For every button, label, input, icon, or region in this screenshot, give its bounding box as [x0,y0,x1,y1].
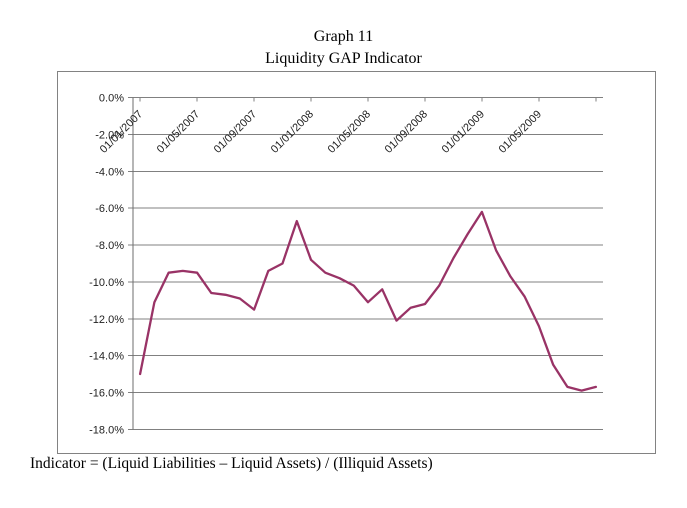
x-axis-label: 01/05/2007 [155,108,202,155]
chart-title-block: Graph 11 Liquidity GAP Indicator [0,26,687,70]
x-axis-label: 01/01/2008 [269,108,316,155]
x-axis-label: 01/01/2009 [440,108,487,155]
liquidity-gap-series-line [138,210,598,392]
y-axis-label: -4.0% [95,166,124,178]
indicator-formula: Indicator = (Liquid Liabilities – Liquid… [30,455,433,472]
y-axis-label: -18.0% [89,424,124,436]
chart-frame: 0.0% -2.0% -4.0% -6.0% -8.0% -10.0% -12.0% -14.… [57,71,656,454]
chart-subtitle: Liquidity GAP Indicator [265,50,422,67]
chart-title: Graph 11 [313,28,374,45]
y-axis-label: -10.0% [89,277,124,289]
x-axis-label: 01/05/2009 [497,108,544,155]
y-axis-label: -16.0% [89,387,124,399]
y-axis-label: -12.0% [89,314,124,326]
x-axis-label: 01/09/2008 [383,108,430,155]
liquidity-gap-line-chart: 0.0% -2.0% -4.0% -6.0% -8.0% -10.0% -12.0% -14.… [89,93,603,436]
y-axis-label: -8.0% [95,240,124,252]
y-axis-label: -2.0% [95,130,124,142]
x-axis-label: 01/09/2007 [212,108,259,155]
y-axis-label: 0.0% [99,93,124,105]
x-axis-label: 01/05/2008 [326,108,373,155]
y-axis-label: -14.0% [89,351,124,363]
y-axis-label: -6.0% [95,203,124,215]
